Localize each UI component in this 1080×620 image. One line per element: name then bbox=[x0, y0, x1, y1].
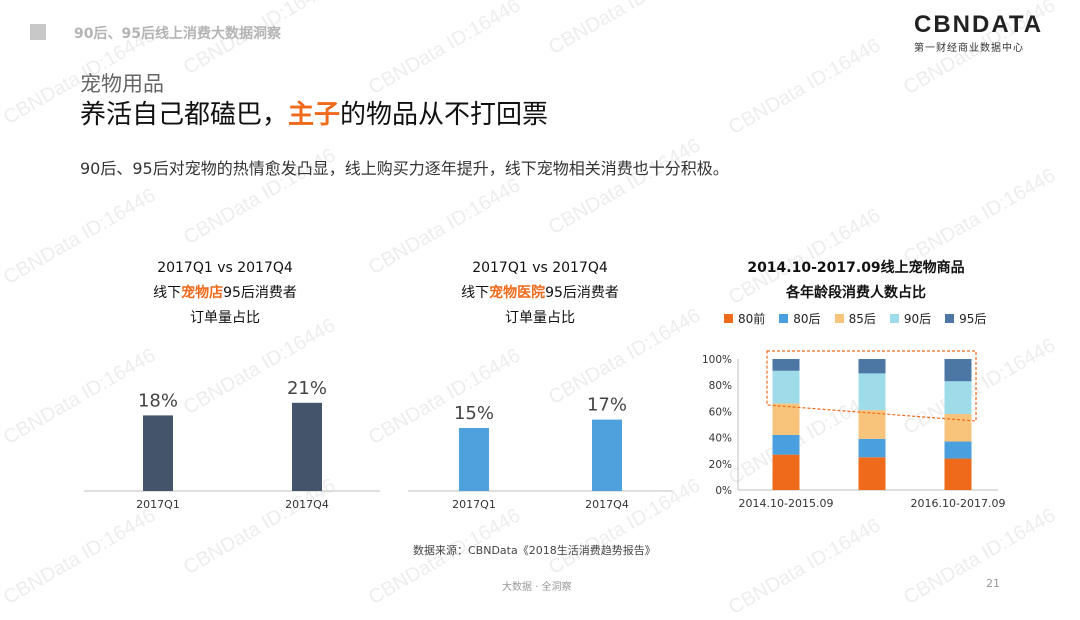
chart3-stack-segment bbox=[944, 359, 972, 382]
chart3-stack-segment bbox=[772, 370, 800, 404]
chart2-title: 2017Q1 vs 2017Q4 线下宠物医院95后消费者 订单量占比 bbox=[425, 256, 655, 331]
chart1-title-pre: 线下 bbox=[153, 285, 182, 301]
chart3-stack-segment bbox=[858, 359, 886, 374]
chart1-x-tick-label: 2017Q1 bbox=[136, 498, 180, 511]
chart2-title-highlight: 宠物医院 bbox=[489, 285, 546, 301]
chart3-stack-segment bbox=[772, 359, 800, 371]
chart3-stack-segment bbox=[944, 458, 972, 490]
chart3-y-tick-label: 100% bbox=[702, 354, 732, 366]
legend-swatch bbox=[779, 314, 789, 323]
logo-sub-text: 第一财经商业数据中心 bbox=[914, 43, 1024, 54]
chart1-title-line1: 2017Q1 vs 2017Q4 bbox=[157, 260, 293, 276]
logo-main-text: CBNDATA bbox=[914, 11, 1044, 38]
chart3-legend-item: 80后 bbox=[779, 310, 821, 327]
chart2-title-line3: 订单量占比 bbox=[505, 310, 575, 326]
chart3-stack-segment bbox=[858, 457, 886, 490]
chart1-title-highlight: 宠物店 bbox=[181, 285, 224, 301]
chart1-value-label: 21% bbox=[287, 378, 327, 399]
chart2-title-line1: 2017Q1 vs 2017Q4 bbox=[472, 260, 608, 276]
page-subtitle: 90后、95后对宠物的热情愈发凸显，线上购买力逐年提升，线下宠物相关消费也十分积… bbox=[80, 159, 729, 178]
legend-label: 80前 bbox=[738, 312, 766, 326]
chart2-title-post: 95后消费者 bbox=[545, 285, 619, 301]
legend-label: 80后 bbox=[793, 312, 821, 326]
chart3-y-tick-label: 80% bbox=[709, 380, 732, 392]
chart3-x-tick-label: 2014.10-2015.09 bbox=[739, 497, 834, 510]
chart1-bar bbox=[143, 415, 173, 491]
chart3-stack-segment bbox=[944, 441, 972, 459]
chart2-bar bbox=[592, 419, 622, 491]
chart3-title-line2: 各年龄段消费人数占比 bbox=[786, 285, 926, 301]
cbndata-logo: CBNDATA 第一财经商业数据中心 bbox=[914, 11, 1054, 55]
chart3-highlight-box bbox=[766, 350, 977, 422]
chart3-stack-segment bbox=[858, 373, 886, 411]
chart3-stack-segment bbox=[772, 434, 800, 455]
legend-swatch bbox=[834, 314, 844, 323]
chart3-legend: 80前 80后 85后 90后 95后 bbox=[724, 310, 986, 327]
chart3-stack-segment bbox=[944, 414, 972, 442]
headline-part1: 养活自己都磕巴， bbox=[80, 100, 289, 130]
headline: 养活自己都磕巴，主子的物品从不打回票 bbox=[80, 94, 548, 131]
chart3-legend-item: 80前 bbox=[724, 310, 765, 327]
chart1-title-line2: 线下宠物店95后消费者 bbox=[110, 281, 340, 306]
chart3-title-line1: 2014.10-2017.09线上宠物商品 bbox=[747, 260, 965, 276]
chart2-value-label: 15% bbox=[454, 403, 494, 424]
chart3-y-tick-label: 20% bbox=[709, 459, 732, 471]
footer-text: 大数据 · 全洞察 bbox=[502, 582, 572, 593]
legend-label: 90后 bbox=[903, 312, 932, 326]
chart3-stack-segment bbox=[772, 403, 800, 435]
chart1-x-tick-label: 2017Q4 bbox=[285, 498, 329, 511]
chart2-value-label: 17% bbox=[587, 395, 627, 416]
legend-swatch bbox=[889, 314, 899, 323]
chart1-title-post: 95后消费者 bbox=[223, 285, 297, 301]
page-number: 21 bbox=[986, 577, 1000, 590]
chart3-x-tick-label: 2016.10-2017.09 bbox=[911, 497, 1006, 510]
chart1-bar bbox=[292, 402, 322, 491]
headline-part2: 的物品从不打回票 bbox=[340, 100, 549, 130]
chart1-title-line3: 订单量占比 bbox=[190, 310, 260, 326]
chart2-x-tick-label: 2017Q1 bbox=[452, 498, 496, 511]
chart3-legend-item: 85后 bbox=[834, 310, 876, 327]
header-square-icon bbox=[30, 24, 46, 40]
charts-canvas: 18% 2017Q1 21% 2017Q4 15% 2017Q1 17% 2017Q4 0% 20… bbox=[84, 350, 1006, 511]
header-title: 90后、95后线上消费大数据洞察 bbox=[74, 26, 281, 42]
chart3-stack-segment bbox=[944, 381, 972, 415]
headline-highlight: 主子 bbox=[288, 100, 341, 130]
chart3-stack-segment bbox=[858, 410, 886, 439]
legend-swatch bbox=[724, 314, 733, 323]
section-label: 宠物用品 bbox=[80, 72, 164, 96]
chart3-y-tick-label: 60% bbox=[709, 406, 732, 418]
legend-label: 85后 bbox=[848, 312, 876, 326]
chart3-y-tick-label: 40% bbox=[709, 433, 732, 445]
chart2-title-pre: 线下 bbox=[461, 285, 490, 301]
legend-label: 95后 bbox=[959, 312, 987, 326]
chart1-title: 2017Q1 vs 2017Q4 线下宠物店95后消费者 订单量占比 bbox=[110, 256, 340, 331]
source-note: 数据来源：CBNData《2018生活消费趋势报告》 bbox=[413, 544, 656, 557]
chart3-legend-item: 95后 bbox=[945, 310, 986, 327]
chart3-stack-segment bbox=[858, 438, 886, 458]
legend-swatch bbox=[945, 314, 955, 323]
chart1-value-label: 18% bbox=[138, 390, 178, 411]
chart3-legend-item: 90后 bbox=[889, 310, 932, 327]
chart2-title-line2: 线下宠物医院95后消费者 bbox=[425, 281, 655, 306]
chart3-title: 2014.10-2017.09线上宠物商品 各年龄段消费人数占比 bbox=[716, 256, 996, 306]
chart2-x-tick-label: 2017Q4 bbox=[585, 498, 629, 511]
chart3-y-tick-label: 0% bbox=[715, 485, 732, 497]
chart2-bar bbox=[459, 428, 489, 491]
chart3-stack-segment bbox=[772, 454, 800, 490]
